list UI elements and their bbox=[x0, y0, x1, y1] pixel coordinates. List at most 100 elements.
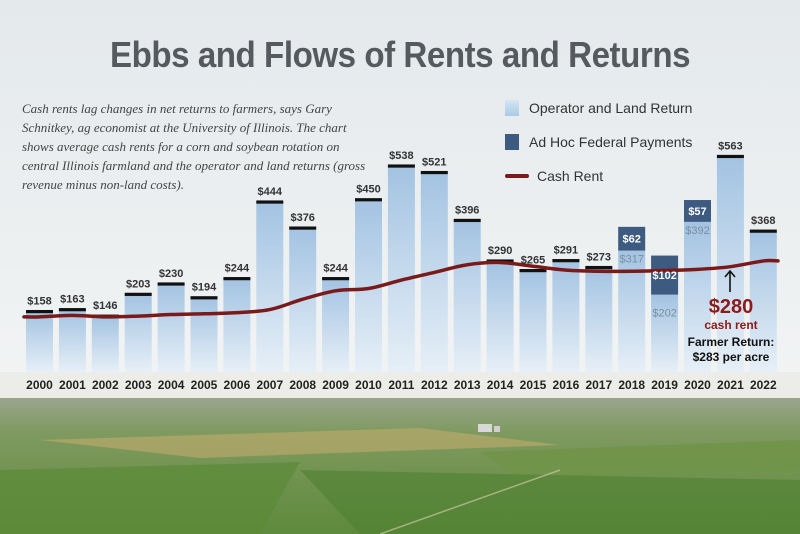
payment-label: $62 bbox=[623, 234, 641, 246]
year-label: 2014 bbox=[487, 378, 514, 392]
value-label: $317 bbox=[619, 254, 643, 266]
bar-cap bbox=[190, 296, 218, 300]
year-label: 2006 bbox=[224, 378, 251, 392]
return-swatch bbox=[505, 100, 519, 116]
year-label: 2007 bbox=[256, 378, 283, 392]
bar-cap bbox=[58, 308, 86, 312]
legend-label-rent: Cash Rent bbox=[537, 168, 604, 184]
bar-cap bbox=[716, 154, 744, 159]
value-label: $368 bbox=[751, 215, 775, 227]
return-bar bbox=[91, 316, 119, 372]
value-label: $392 bbox=[685, 225, 709, 237]
return-bar bbox=[58, 309, 86, 372]
callout-rent-value: $280 bbox=[708, 296, 754, 318]
year-label: 2020 bbox=[684, 378, 711, 392]
arrow-up-icon bbox=[724, 269, 736, 292]
payment-label: $102 bbox=[652, 270, 676, 282]
legend-label-return: Operator and Land Return bbox=[529, 100, 693, 116]
bar-cap bbox=[124, 292, 152, 296]
year-label: 2022 bbox=[750, 378, 777, 392]
year-label: 2002 bbox=[92, 378, 119, 392]
bar-cap bbox=[289, 226, 317, 230]
value-label: $146 bbox=[93, 300, 117, 312]
bar-cap bbox=[355, 198, 382, 202]
year-label: 2021 bbox=[717, 378, 744, 392]
chart-title: Ebbs and Flows of Rents and Returns bbox=[109, 34, 691, 75]
bar-cap bbox=[552, 259, 580, 263]
callout-return-value: $283 per acre bbox=[692, 350, 770, 364]
year-label: 2008 bbox=[289, 378, 316, 392]
value-label: $291 bbox=[554, 245, 578, 257]
year-label: 2001 bbox=[59, 378, 86, 392]
value-label: $163 bbox=[60, 294, 84, 306]
legend-label-payments: Ad Hoc Federal Payments bbox=[529, 134, 693, 150]
bar-cap bbox=[749, 229, 777, 233]
value-label: $444 bbox=[258, 186, 283, 198]
bar-cap bbox=[453, 218, 481, 223]
payment-bar bbox=[618, 226, 646, 251]
value-label: $265 bbox=[521, 255, 545, 267]
year-label: 2000 bbox=[26, 378, 53, 392]
year-label: 2015 bbox=[520, 378, 547, 392]
return-bar bbox=[486, 260, 514, 372]
value-label: $158 bbox=[27, 295, 51, 307]
callout-rent-label: cash rent bbox=[704, 318, 758, 332]
return-bar bbox=[651, 294, 679, 372]
year-label: 2012 bbox=[421, 378, 448, 392]
year-label: 2019 bbox=[651, 378, 678, 392]
return-bar bbox=[190, 297, 218, 372]
year-axis-band bbox=[0, 372, 800, 398]
payment-bar bbox=[684, 200, 711, 222]
payment-bar bbox=[651, 255, 679, 295]
return-bar bbox=[618, 250, 646, 372]
value-label: $244 bbox=[225, 263, 250, 275]
return-bar bbox=[124, 294, 152, 372]
callout-return-label: Farmer Return: bbox=[687, 335, 775, 349]
year-label: 2004 bbox=[158, 378, 185, 392]
value-label: $290 bbox=[488, 245, 512, 257]
return-bar bbox=[684, 221, 711, 372]
value-label: $202 bbox=[652, 308, 676, 320]
return-bar bbox=[157, 283, 185, 372]
bar-cap bbox=[256, 200, 284, 204]
bar-cap bbox=[157, 282, 185, 286]
year-label: 2009 bbox=[322, 378, 349, 392]
value-label: $521 bbox=[422, 156, 446, 168]
bar-cap bbox=[26, 309, 53, 314]
return-bar bbox=[519, 270, 547, 372]
payments-swatch bbox=[505, 134, 519, 150]
value-label: $450 bbox=[356, 184, 380, 196]
value-label: $396 bbox=[455, 204, 479, 216]
bar-cap bbox=[585, 265, 613, 270]
value-label: $194 bbox=[192, 282, 217, 294]
year-label: 2018 bbox=[618, 378, 645, 392]
year-label: 2016 bbox=[553, 378, 580, 392]
return-bar bbox=[585, 267, 613, 372]
chart-subtitle: Cash rents lag changes in net returns to… bbox=[22, 101, 366, 192]
year-label: 2005 bbox=[191, 378, 218, 392]
return-bar bbox=[256, 201, 284, 372]
value-label: $244 bbox=[323, 263, 348, 275]
bar-cap bbox=[322, 277, 350, 281]
return-bar bbox=[387, 165, 415, 372]
return-bar bbox=[26, 311, 53, 372]
rent-callout: $280 cash rent Farmer Return: $283 per a… bbox=[676, 296, 786, 364]
value-label: $538 bbox=[389, 150, 413, 162]
year-label: 2011 bbox=[388, 378, 414, 392]
value-label: $273 bbox=[587, 251, 611, 263]
value-label: $563 bbox=[718, 140, 742, 152]
bar-cap bbox=[223, 277, 251, 281]
cash-rent-line bbox=[22, 258, 780, 319]
bar-cap bbox=[420, 170, 448, 175]
return-bar bbox=[453, 220, 481, 372]
return-bar bbox=[223, 278, 251, 372]
payment-label: $57 bbox=[688, 206, 706, 218]
rent-swatch bbox=[505, 174, 529, 178]
year-label: 2010 bbox=[355, 378, 382, 392]
return-bar bbox=[749, 231, 777, 372]
value-label: $376 bbox=[290, 212, 314, 224]
year-label: 2013 bbox=[454, 378, 481, 392]
value-label: $230 bbox=[159, 268, 183, 280]
year-label: 2003 bbox=[125, 378, 152, 392]
